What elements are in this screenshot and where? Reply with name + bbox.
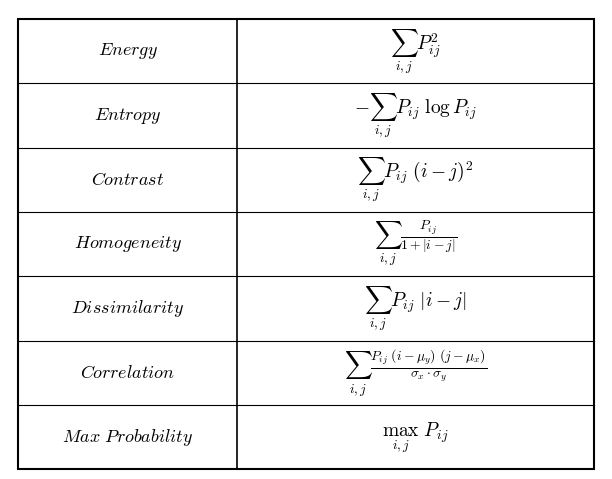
Text: $\mathit{Energy}$: $\mathit{Energy}$ (97, 41, 158, 61)
Text: $\sum_{i,j} P_{ij}\ (i-j)^{2}$: $\sum_{i,j} P_{ij}\ (i-j)^{2}$ (357, 156, 474, 204)
Text: $\sum_{i,j} \frac{P_{ij}\ (i-\mu_y)\ (j-\mu_x)}{\sigma_x \cdot \sigma_y}$: $\sum_{i,j} \frac{P_{ij}\ (i-\mu_y)\ (j-… (344, 347, 487, 399)
Text: $\mathit{Contrast}$: $\mathit{Contrast}$ (91, 171, 164, 189)
Text: $-\sum_{i,j} P_{ij}\ \log P_{ij}$: $-\sum_{i,j} P_{ij}\ \log P_{ij}$ (354, 91, 477, 140)
Text: $\sum_{i,j} \frac{P_{ij}}{1+|i-j|}$: $\sum_{i,j} \frac{P_{ij}}{1+|i-j|}$ (374, 219, 457, 269)
Text: $\mathit{Max\ Probability}$: $\mathit{Max\ Probability}$ (62, 427, 193, 448)
Text: $\mathit{Entropy}$: $\mathit{Entropy}$ (94, 106, 162, 125)
Text: $\max_{i,j}\ P_{ij}$: $\max_{i,j}\ P_{ij}$ (382, 420, 449, 455)
Text: $\sum_{i,j} P_{ij}\ |i-j|$: $\sum_{i,j} P_{ij}\ |i-j|$ (364, 285, 467, 333)
Text: $\mathit{Dissimilarity}$: $\mathit{Dissimilarity}$ (71, 298, 184, 319)
Text: $\sum_{i,j} P_{ij}^{2}$: $\sum_{i,j} P_{ij}^{2}$ (390, 27, 441, 76)
Text: $\mathit{Homogeneity}$: $\mathit{Homogeneity}$ (73, 234, 182, 254)
Text: $\mathit{Correlation}$: $\mathit{Correlation}$ (80, 364, 175, 382)
